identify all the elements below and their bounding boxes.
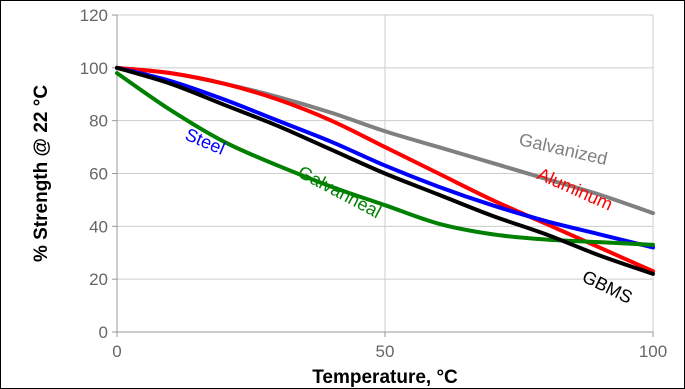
y-axis-title: % Strength @ 22 °C xyxy=(31,85,52,262)
grid xyxy=(116,14,654,333)
y-tick-label: 20 xyxy=(89,270,108,289)
y-tick-label: 100 xyxy=(80,59,108,78)
x-tick-labels: 0 50 100 xyxy=(112,342,667,361)
series-label-galvanized: Galvanized xyxy=(517,129,609,169)
series-label-gbms: GBMS xyxy=(579,266,635,307)
series-lines xyxy=(115,65,655,276)
series-line-aluminum xyxy=(115,65,655,274)
series-label-aluminum: Aluminum xyxy=(534,164,615,215)
y-tick-label: 120 xyxy=(80,6,108,25)
x-tick-label: 100 xyxy=(639,342,667,361)
x-tick-label: 0 xyxy=(112,342,121,361)
y-tick-label: 80 xyxy=(89,112,108,131)
series-line-steel xyxy=(115,65,655,250)
y-tick-label: 0 xyxy=(99,323,108,342)
x-axis-title: Temperature, °C xyxy=(312,367,458,388)
x-tick-label: 50 xyxy=(376,342,395,361)
y-tick-labels: 0 20 40 60 80 100 120 xyxy=(80,6,108,342)
series-label-galvanneal: Galvanneal xyxy=(295,162,385,222)
series-line-gbms xyxy=(115,65,655,276)
y-tick-label: 60 xyxy=(89,165,108,184)
y-tick-label: 40 xyxy=(89,217,108,236)
